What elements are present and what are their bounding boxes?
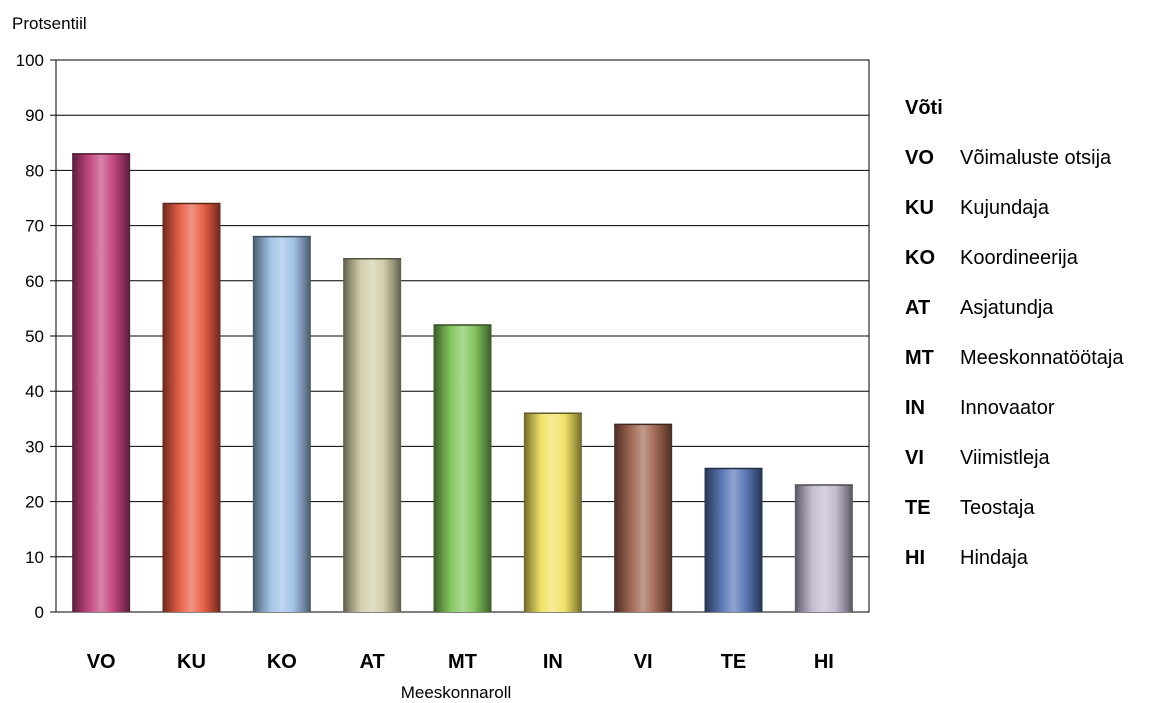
x-tick-label: MT: [448, 651, 477, 673]
legend-code: AT: [905, 297, 931, 319]
legend-label: Teostaja: [960, 497, 1035, 519]
legend-label: Innovaator: [960, 397, 1055, 419]
bar-mt: [433, 324, 492, 612]
legend-label: Võimaluste otsija: [960, 147, 1112, 169]
bar-in: [523, 413, 582, 612]
legend-item: VO Võimaluste otsija: [905, 147, 1155, 197]
legend: Võti VO Võimaluste otsija KU Kujundaja KO Koo…: [905, 97, 1155, 597]
legend-item: IN Innovaator: [905, 397, 1155, 447]
y-tick-label: 30: [25, 437, 44, 456]
bar-vi: [614, 424, 673, 612]
legend-item: KU Kujundaja: [905, 197, 1155, 247]
y-tick-label: 60: [25, 272, 44, 291]
legend-title: Võti: [905, 97, 943, 119]
y-tick-label: 10: [25, 548, 44, 567]
legend-item: VI Viimistleja: [905, 447, 1155, 497]
x-tick-label: IN: [543, 651, 563, 673]
x-tick-label: KU: [177, 651, 206, 673]
bar-hi: [794, 485, 853, 612]
x-tick-label: TE: [721, 651, 747, 673]
bar-ku: [162, 203, 221, 612]
x-tick-label: KO: [267, 651, 297, 673]
legend-item: MT Meeskonnatöötaja: [905, 347, 1155, 397]
y-tick-label: 50: [25, 327, 44, 346]
y-axis-title: Protsentiil: [12, 14, 87, 33]
bar-vo: [72, 153, 131, 612]
x-tick-label: HI: [814, 651, 834, 673]
y-tick-label: 100: [16, 51, 44, 70]
legend-code: VI: [905, 447, 924, 469]
legend-label: Meeskonnatöötaja: [960, 347, 1124, 369]
legend-label: Hindaja: [960, 547, 1028, 569]
legend-label: Koordineerija: [960, 247, 1078, 269]
legend-code: KO: [905, 247, 935, 269]
y-tick-label: 0: [35, 603, 44, 622]
y-tick-label: 20: [25, 493, 44, 512]
legend-item: KO Koordineerija: [905, 247, 1155, 297]
bar-ko: [252, 236, 311, 612]
legend-code: HI: [905, 547, 925, 569]
legend-label: Kujundaja: [960, 197, 1049, 219]
y-tick-label: 70: [25, 217, 44, 236]
y-tick-label: 80: [25, 161, 44, 180]
legend-item: TE Teostaja: [905, 497, 1155, 547]
legend-item: HI Hindaja: [905, 547, 1155, 597]
bar-at: [343, 258, 402, 612]
x-tick-label: AT: [360, 651, 385, 673]
legend-label: Viimistleja: [960, 447, 1050, 469]
y-tick-label: 40: [25, 382, 44, 401]
y-tick-label: 90: [25, 106, 44, 125]
x-axis-title: Meeskonnaroll: [400, 683, 512, 702]
legend-code: KU: [905, 197, 934, 219]
legend-code: VO: [905, 147, 934, 169]
legend-label: Asjatundja: [960, 297, 1054, 319]
legend-code: MT: [905, 347, 934, 369]
legend-code: TE: [905, 497, 931, 519]
x-tick-label: VO: [87, 651, 116, 673]
bar-te: [704, 468, 763, 612]
x-tick-label: VI: [634, 651, 653, 673]
legend-item: AT Asjatundja: [905, 297, 1155, 347]
legend-code: IN: [905, 397, 925, 419]
